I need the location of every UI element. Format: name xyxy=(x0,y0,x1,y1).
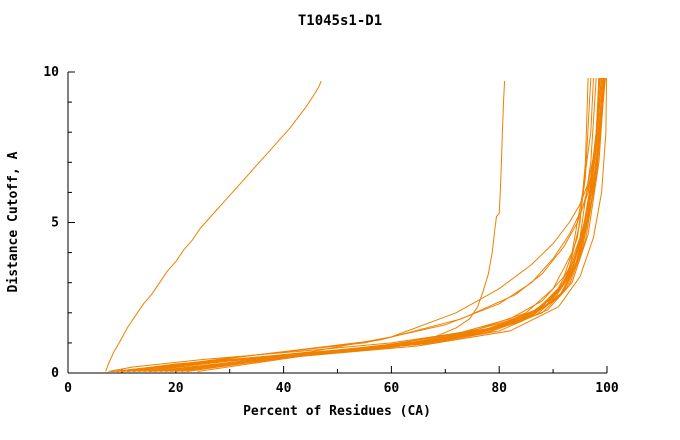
y-axis-label: Distance Cutoff, A xyxy=(6,151,21,292)
model-curve xyxy=(170,77,606,372)
model-curve xyxy=(105,80,322,372)
x-tick-label: 0 xyxy=(64,381,72,396)
model-curve xyxy=(111,80,506,372)
x-tick-label: 60 xyxy=(384,381,400,396)
model-curve xyxy=(154,77,603,372)
model-curve xyxy=(175,77,605,372)
model-curve xyxy=(159,77,605,372)
axes: 0 20 40 60 80 100 0 5 10 xyxy=(43,65,619,396)
model-curve xyxy=(116,77,600,372)
series-lines xyxy=(105,77,607,372)
model-curve xyxy=(116,77,592,372)
model-curve xyxy=(197,77,606,372)
model-curve xyxy=(132,77,603,372)
model-curve xyxy=(121,77,601,372)
y-tick-label: 0 xyxy=(51,366,59,381)
model-curve xyxy=(143,77,604,372)
model-curve xyxy=(111,77,603,372)
x-tick-label: 40 xyxy=(276,381,292,396)
chart-title: T1045s1-D1 xyxy=(298,13,382,29)
x-tick-label: 20 xyxy=(168,381,184,396)
model-curve xyxy=(186,77,605,372)
x-tick-label: 80 xyxy=(491,381,507,396)
x-axis-label: Percent of Residues (CA) xyxy=(243,404,431,419)
model-curve xyxy=(127,77,602,372)
x-tick-label: 100 xyxy=(595,381,619,396)
model-curve xyxy=(164,77,604,372)
model-curve xyxy=(121,77,600,372)
model-curve xyxy=(138,77,597,372)
model-curve xyxy=(127,77,594,372)
y-tick-label: 10 xyxy=(43,65,59,80)
model-curve xyxy=(181,77,606,372)
y-tick-label: 5 xyxy=(51,216,59,231)
model-curve xyxy=(148,77,607,372)
model-curve xyxy=(148,77,600,372)
